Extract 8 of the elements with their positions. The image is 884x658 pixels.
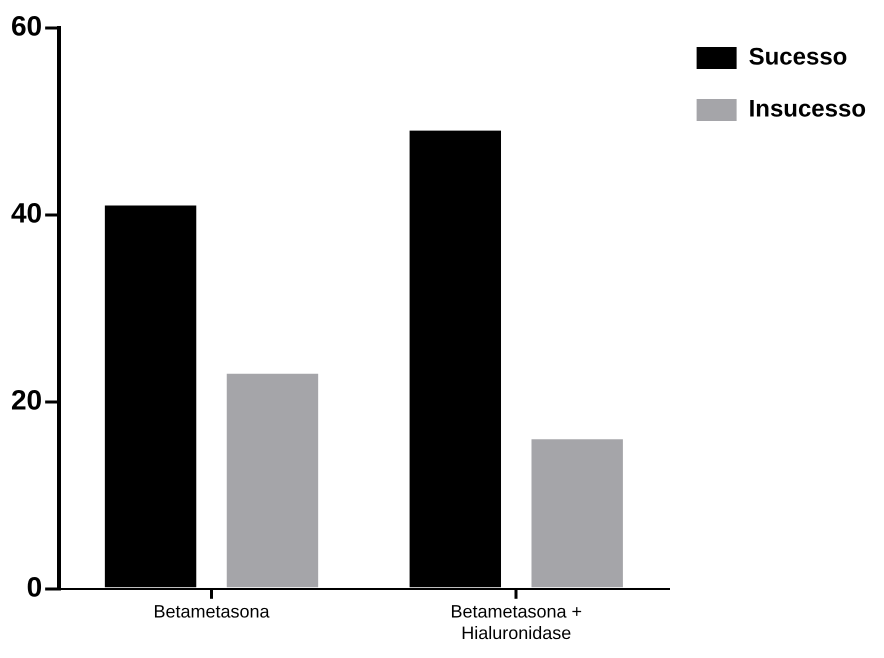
y-tick-label: 60 — [10, 10, 42, 42]
legend-label: Insucesso — [748, 96, 866, 123]
x-tick-label: Betametasona — [153, 602, 271, 622]
y-tick-label: 40 — [10, 198, 42, 229]
x-tick-label: Betametasona + Hialuronidase — [450, 602, 582, 644]
y-tick-label: 20 — [10, 384, 42, 416]
y-tick-label: 0 — [26, 572, 42, 603]
legend-label: Sucesso — [748, 44, 848, 71]
